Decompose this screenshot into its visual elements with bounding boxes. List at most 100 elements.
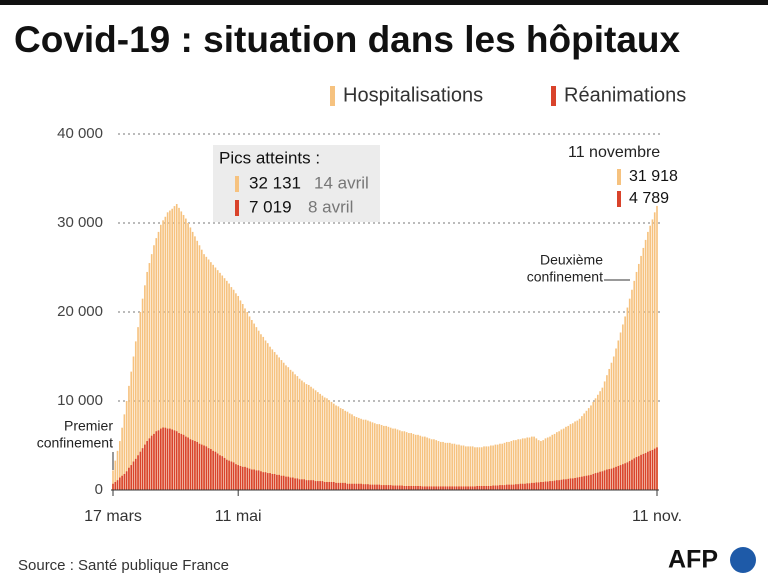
bar (312, 480, 315, 490)
bar (298, 378, 301, 490)
bar (237, 465, 240, 490)
bar (219, 272, 221, 490)
bar (307, 480, 310, 490)
bar (296, 478, 299, 490)
bar (617, 340, 620, 490)
bar (558, 431, 560, 490)
bar (330, 401, 333, 490)
bar (362, 484, 365, 490)
bar (612, 356, 615, 490)
bar (344, 482, 346, 490)
bar (232, 289, 235, 490)
annotation: confinement (37, 435, 113, 451)
bar (182, 434, 185, 490)
bar (287, 476, 290, 490)
bar (348, 413, 351, 490)
bar (373, 423, 376, 490)
bar (533, 436, 535, 490)
bar (157, 231, 160, 490)
bar (380, 485, 383, 490)
bar (287, 367, 290, 490)
bar (264, 340, 267, 490)
bar (478, 485, 481, 490)
bar (171, 208, 173, 490)
bar (583, 413, 585, 490)
bar (225, 459, 228, 490)
latest-swatch (617, 191, 621, 207)
bar (633, 280, 636, 490)
annotation: Premier (64, 418, 113, 434)
bar (187, 437, 189, 490)
bar (269, 473, 271, 490)
bar (417, 485, 419, 490)
bar (137, 327, 139, 490)
bar (505, 484, 508, 490)
bar (337, 406, 340, 490)
bar (342, 482, 344, 490)
bar (319, 393, 321, 490)
bar (417, 434, 419, 490)
bar (585, 410, 588, 490)
bar (137, 455, 139, 490)
bar (542, 440, 545, 490)
bar (335, 482, 337, 490)
bar (257, 330, 260, 490)
bar (430, 486, 433, 490)
bar (301, 479, 303, 490)
bar (578, 418, 581, 490)
bar (380, 425, 383, 490)
bar (408, 485, 410, 490)
bar (194, 236, 196, 490)
bar (565, 479, 567, 490)
bar (353, 416, 356, 490)
bar (642, 453, 645, 490)
bar (169, 428, 171, 490)
bar (337, 482, 340, 490)
bar (449, 442, 451, 490)
bar (583, 476, 585, 490)
bar (216, 270, 219, 490)
bar (396, 485, 399, 490)
bar (449, 486, 451, 490)
bar (360, 483, 362, 490)
bar (469, 486, 472, 490)
bar (123, 414, 126, 490)
y-tick-label: 10 000 (57, 392, 103, 409)
bar (562, 428, 565, 490)
bar (412, 433, 415, 490)
annotation: Deuxième (540, 252, 603, 268)
bar (141, 298, 144, 490)
bar (526, 483, 529, 490)
bar (510, 441, 513, 490)
legend-label: Réanimations (564, 84, 686, 106)
y-tick-label: 20 000 (57, 303, 103, 320)
bar (480, 485, 483, 490)
bar (474, 447, 476, 490)
bar (640, 454, 642, 490)
x-tick-label: 17 mars (84, 508, 142, 525)
bar (517, 484, 519, 490)
bar (276, 474, 278, 490)
bar (280, 360, 283, 490)
bar (569, 424, 572, 490)
bar (223, 278, 226, 490)
bar (653, 212, 656, 490)
bar (239, 300, 242, 490)
bar (585, 475, 588, 490)
bar (651, 219, 654, 490)
bar (474, 486, 476, 490)
peaks-box (213, 145, 380, 222)
bar (253, 469, 255, 490)
bar (396, 429, 399, 490)
bar (235, 293, 237, 490)
bar (310, 480, 312, 490)
bar (205, 446, 208, 490)
bar (119, 441, 121, 490)
bar (205, 256, 208, 490)
bar (116, 450, 119, 490)
bar (656, 447, 658, 490)
bar (640, 255, 642, 490)
bar (369, 421, 372, 490)
bar (114, 481, 117, 490)
